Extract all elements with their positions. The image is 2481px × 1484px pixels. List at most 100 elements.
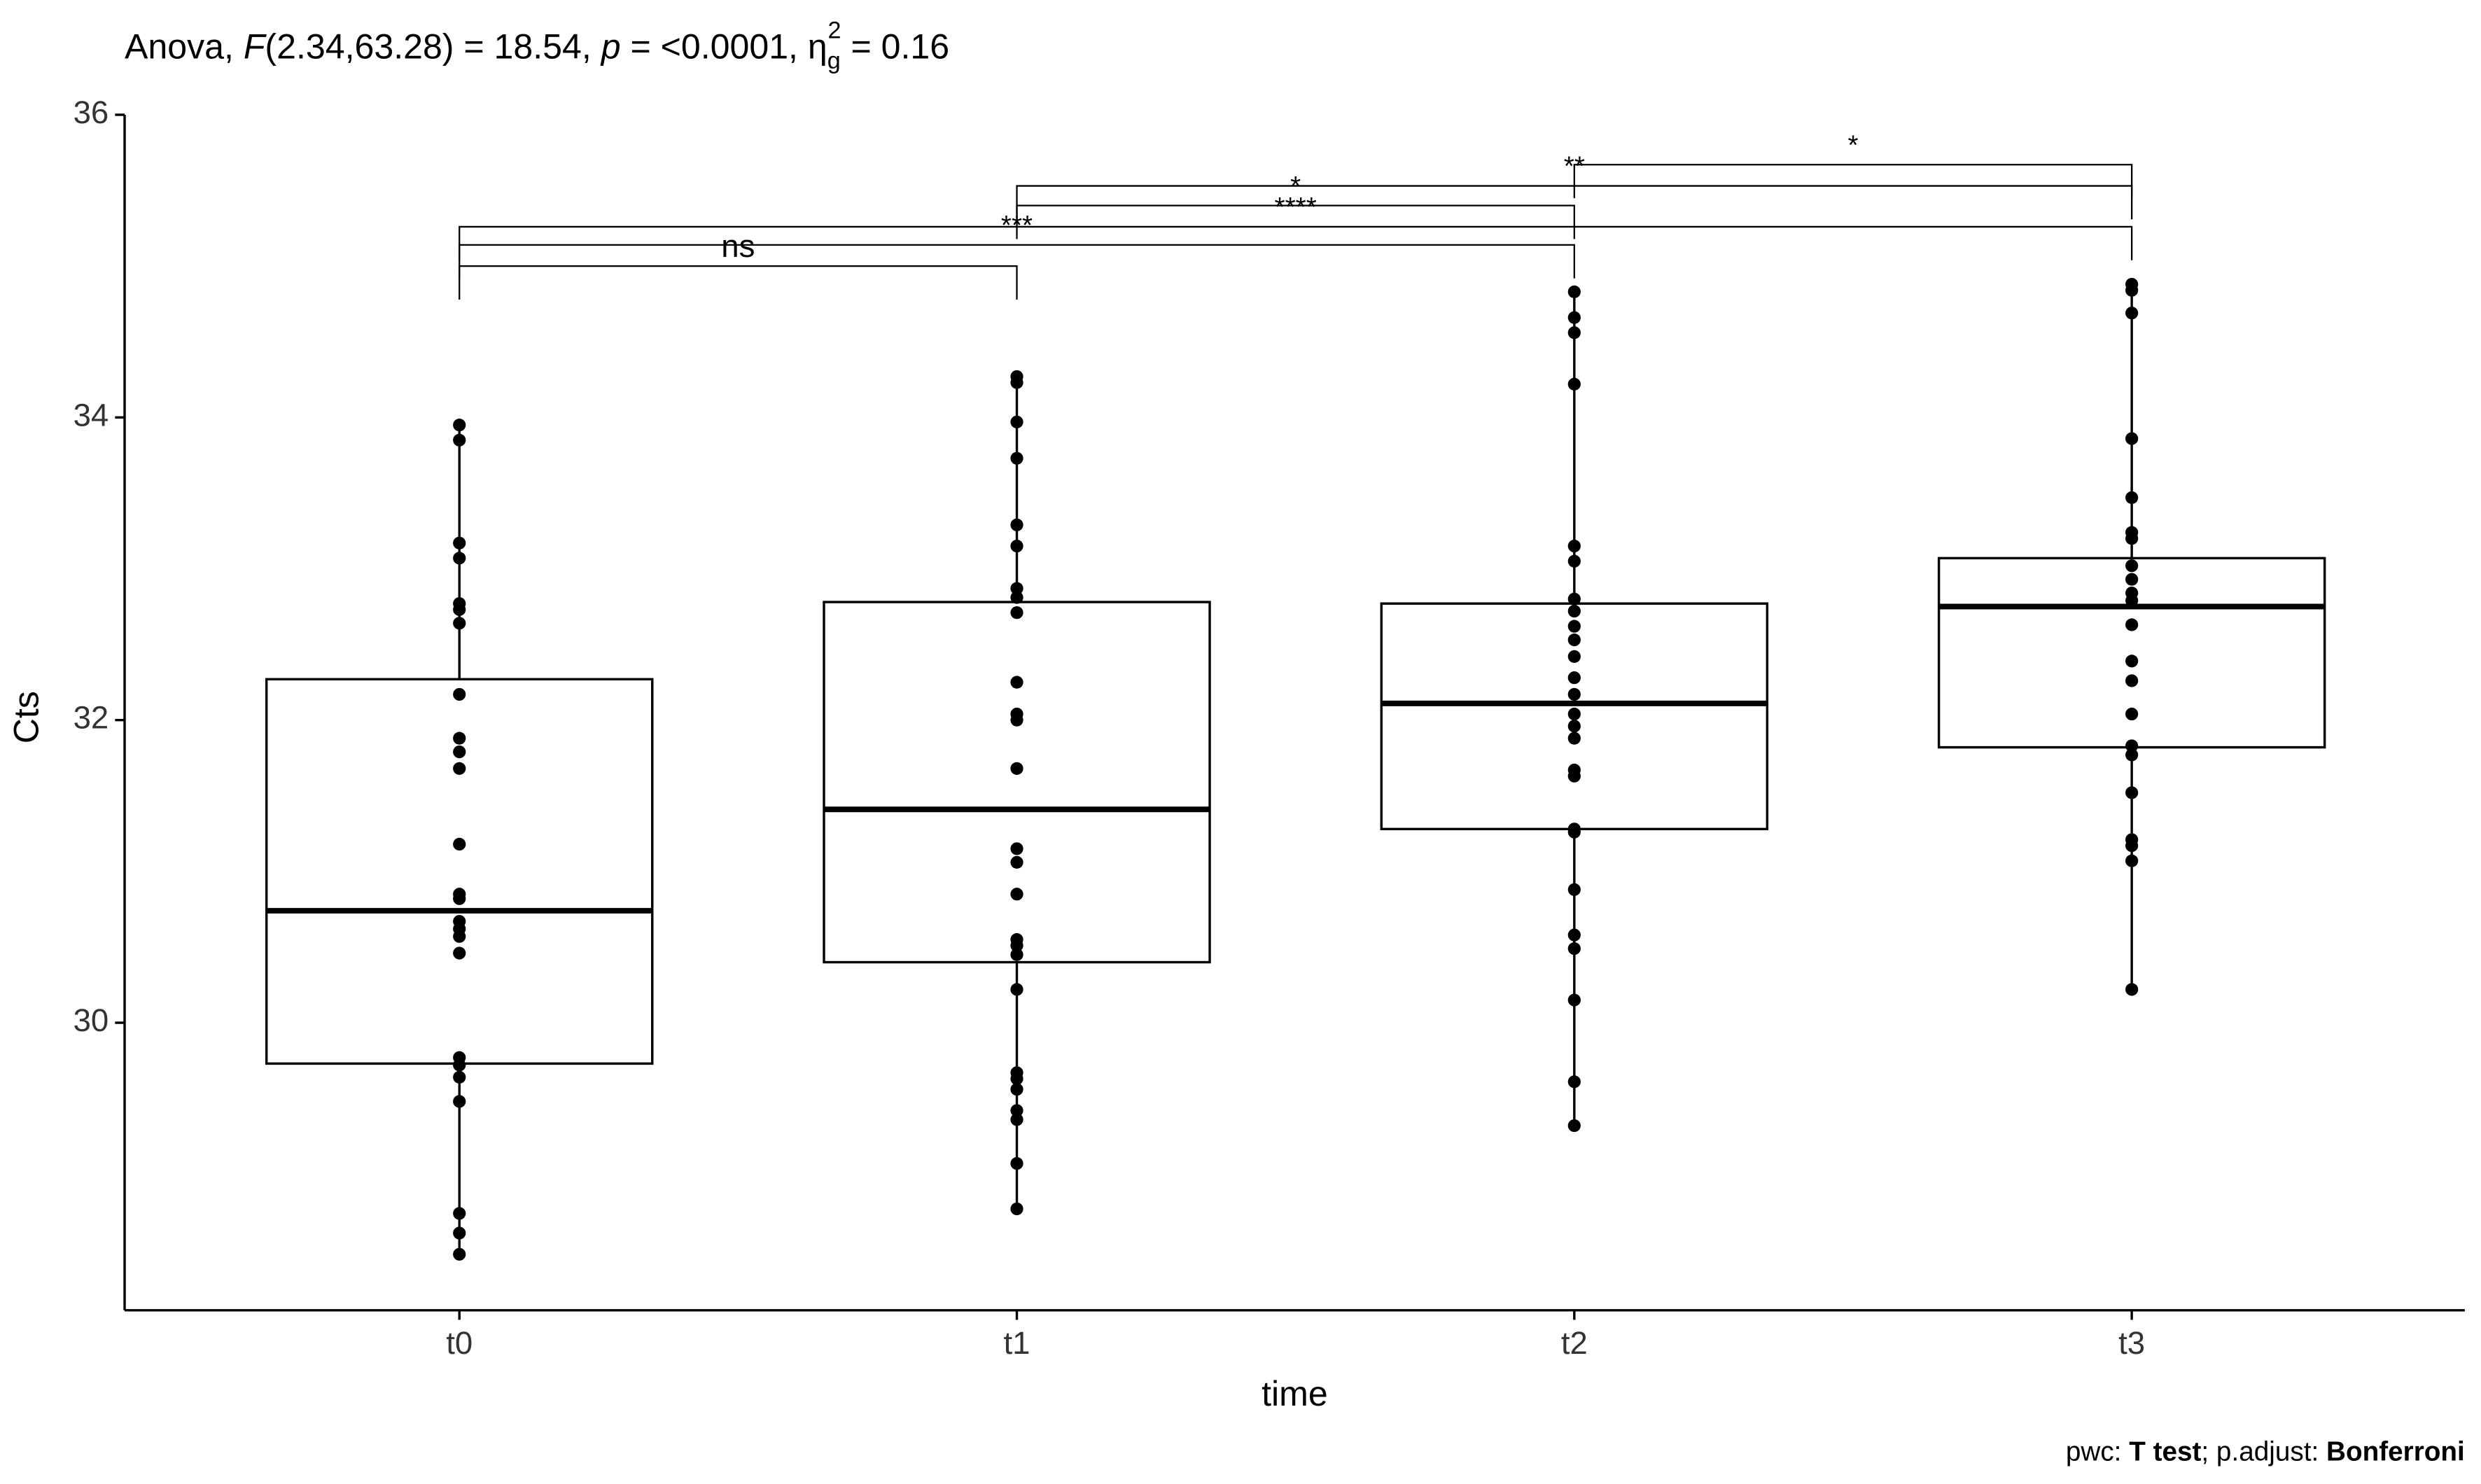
point — [2125, 559, 2139, 573]
point — [1567, 883, 1581, 896]
y-tick-label: 30 — [74, 1002, 109, 1038]
point — [1010, 842, 1023, 855]
caption-part: T test — [2129, 1437, 2201, 1467]
point — [2125, 432, 2139, 445]
point — [2125, 707, 2139, 721]
point — [1010, 1104, 1023, 1117]
caption-part: ; p.adjust: — [2201, 1437, 2326, 1467]
point — [2125, 654, 2139, 668]
point — [1010, 762, 1023, 775]
title-part: F — [244, 27, 267, 66]
title-part: p — [600, 27, 621, 66]
point — [1567, 604, 1581, 618]
point — [453, 1226, 466, 1240]
point — [453, 946, 466, 960]
point — [2125, 618, 2139, 631]
point — [2125, 594, 2139, 608]
point — [2125, 786, 2139, 799]
point — [1567, 942, 1581, 955]
point — [1567, 633, 1581, 647]
bracket — [1016, 204, 1575, 239]
point — [453, 930, 466, 943]
point — [453, 732, 466, 745]
point — [1567, 928, 1581, 941]
point — [2125, 739, 2139, 752]
point — [1010, 539, 1023, 553]
point — [453, 536, 466, 550]
point — [1010, 855, 1023, 869]
point — [1010, 1083, 1023, 1096]
point — [2125, 748, 2139, 762]
point — [2125, 491, 2139, 505]
caption-part: pwc: — [2066, 1437, 2129, 1467]
point — [1010, 451, 1023, 465]
title-part: η — [808, 27, 827, 66]
x-axis-title: time — [1262, 1374, 1328, 1413]
point — [1010, 1202, 1023, 1216]
point — [1010, 591, 1023, 604]
point — [1567, 592, 1581, 606]
x-tick-label: t3 — [2118, 1325, 2145, 1361]
point — [1010, 606, 1023, 620]
bracket-label: **** — [1275, 192, 1317, 223]
point — [1010, 518, 1023, 531]
title-part: = 0.16 — [841, 27, 950, 66]
point — [453, 1095, 466, 1108]
point — [1567, 1075, 1581, 1088]
point — [453, 745, 466, 759]
y-tick-label: 36 — [74, 94, 109, 130]
title-part: (2.34,63.28) = 18.54, — [265, 27, 601, 66]
point — [453, 419, 466, 432]
point — [1567, 993, 1581, 1007]
caption: pwc: T test; p.adjust: Bonferroni — [2066, 1437, 2465, 1467]
point — [1567, 825, 1581, 839]
point — [1567, 620, 1581, 633]
point — [453, 1207, 466, 1220]
point — [2125, 532, 2139, 545]
point — [1567, 687, 1581, 701]
point — [1567, 1119, 1581, 1133]
point — [453, 892, 466, 905]
point — [1567, 650, 1581, 663]
caption-part: Bonferroni — [2326, 1437, 2465, 1467]
point — [1567, 732, 1581, 745]
point — [2125, 839, 2139, 853]
title-part: Anova, — [125, 27, 244, 66]
point — [1567, 326, 1581, 340]
point — [453, 762, 466, 775]
point — [1567, 539, 1581, 553]
point — [1010, 939, 1023, 952]
point — [453, 687, 466, 701]
point — [453, 552, 466, 565]
point — [2125, 573, 2139, 586]
point — [2125, 983, 2139, 996]
point — [1010, 676, 1023, 689]
y-tick-label: 34 — [74, 397, 109, 433]
point — [1010, 582, 1023, 595]
point — [1010, 1113, 1023, 1126]
point — [1567, 707, 1581, 721]
point — [1567, 720, 1581, 733]
bracket — [459, 225, 2133, 260]
point — [1567, 769, 1581, 783]
point — [1567, 285, 1581, 298]
point — [2125, 284, 2139, 297]
point — [1567, 311, 1581, 324]
point — [453, 433, 466, 447]
point — [1567, 554, 1581, 568]
x-tick-label: t1 — [1004, 1325, 1030, 1361]
title-part: = <0.0001, — [621, 27, 808, 66]
point — [1567, 671, 1581, 685]
bracket — [459, 265, 1018, 300]
point — [1010, 948, 1023, 961]
point — [2125, 307, 2139, 320]
bracket — [459, 244, 1575, 279]
y-tick-label: 32 — [74, 700, 109, 736]
point — [1010, 983, 1023, 996]
point — [1567, 377, 1581, 391]
bracket-label: ns — [721, 228, 755, 264]
point — [453, 1070, 466, 1084]
x-tick-label: t2 — [1561, 1325, 1588, 1361]
point — [1010, 888, 1023, 901]
